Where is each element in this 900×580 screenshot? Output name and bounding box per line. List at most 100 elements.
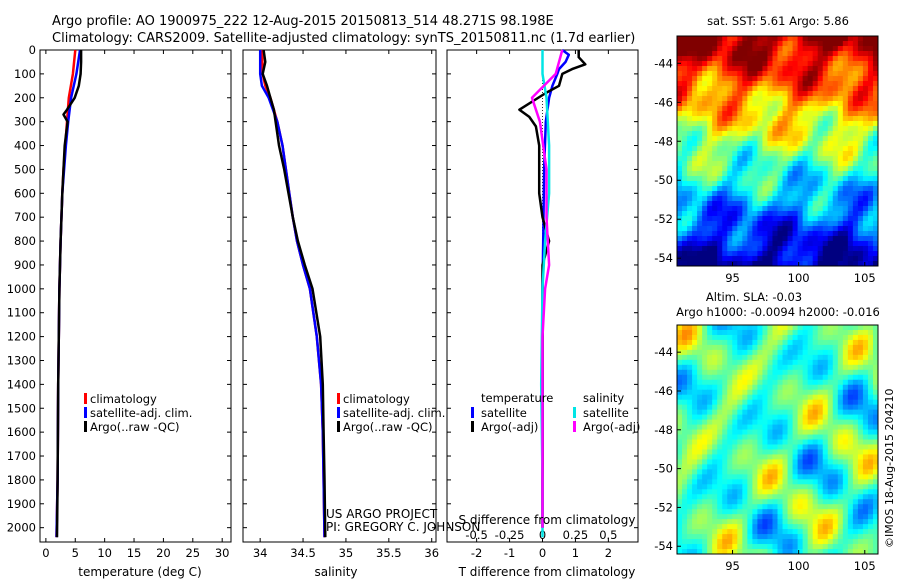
heatmap-cell (697, 479, 703, 485)
heatmap-cell (722, 325, 728, 331)
heatmap-cell (712, 46, 718, 52)
heatmap-cell (842, 66, 849, 72)
heatmap-cell (737, 111, 743, 117)
credit-project: US ARGO PROJECT (326, 507, 438, 521)
heatmap-cell (807, 339, 814, 346)
heatmap-cell (767, 329, 774, 336)
heatmap-cell (802, 101, 809, 107)
heatmap-cell (812, 514, 819, 520)
heatmap-cell (852, 364, 859, 371)
heatmap-cell (702, 424, 708, 431)
heatmap-cell (682, 469, 688, 475)
heatmap-cell (847, 106, 854, 112)
x-tick-label: -1 (504, 546, 515, 560)
heatmap-cell (822, 241, 829, 247)
heatmap-cell (777, 196, 784, 202)
heatmap-cell (747, 399, 753, 406)
heatmap-cell (707, 86, 713, 92)
heatmap-cell (737, 334, 743, 341)
heatmap-cell (857, 191, 864, 197)
t-difference-xlabel: T difference from climatology (458, 565, 636, 579)
heatmap-cell (717, 534, 723, 540)
heatmap-cell (787, 141, 794, 147)
heatmap-cell (762, 529, 769, 535)
heatmap-cell (737, 246, 743, 252)
heatmap-cell (837, 344, 844, 351)
heatmap-cell (867, 146, 874, 152)
heatmap-cell (822, 191, 829, 197)
heatmap-cell (872, 176, 878, 182)
heatmap-cell (787, 539, 794, 545)
heatmap-cell (772, 325, 779, 331)
heatmap-cell (842, 369, 849, 376)
heatmap-cell (772, 369, 779, 376)
heatmap-cell (722, 404, 728, 411)
heatmap-cell (867, 344, 874, 351)
temperature-legend: climatology satellite-adj. clim. Argo(..… (84, 392, 192, 434)
heatmap-cell (857, 359, 864, 366)
heatmap-cell (707, 434, 713, 441)
heatmap-cell (867, 409, 874, 416)
heatmap-cell (837, 434, 844, 441)
heatmap-cell (782, 236, 789, 242)
heatmap-cell (712, 181, 718, 187)
heatmap-cell (777, 344, 784, 351)
heatmap-cell (822, 41, 829, 47)
heatmap-cell (837, 211, 844, 217)
heatmap-cell (712, 231, 718, 237)
heatmap-cell (757, 136, 764, 142)
heatmap-cell (807, 176, 814, 182)
heatmap-cell (747, 91, 753, 97)
heatmap-cell (747, 339, 753, 346)
heatmap-cell (747, 36, 753, 42)
heatmap-cell (782, 181, 789, 187)
heatmap-cell (732, 251, 738, 257)
heatmap-cell (797, 96, 804, 102)
heatmap-cell (797, 404, 804, 411)
heatmap-cell (827, 449, 834, 456)
heatmap-cell (822, 101, 829, 107)
heatmap-cell (757, 444, 764, 451)
heatmap-cell (727, 246, 733, 252)
heatmap-cell (737, 399, 743, 406)
heatmap-cell (862, 474, 869, 480)
heatmap-cell (862, 519, 869, 525)
heatmap-cell (817, 146, 824, 152)
heatmap-cell (852, 141, 859, 147)
heatmap-cell (692, 101, 698, 107)
heatmap-cell (712, 344, 718, 351)
heatmap-cell (772, 141, 779, 147)
heatmap-cell (717, 51, 723, 57)
heatmap-cell (787, 329, 794, 336)
heatmap-cell (707, 454, 713, 461)
heatmap-cell (822, 474, 829, 480)
heatmap-cell (847, 499, 854, 505)
heatmap-cell (727, 489, 733, 495)
heatmap-cell (827, 171, 834, 177)
heatmap-cell (847, 36, 854, 42)
heatmap-cell (777, 236, 784, 242)
heatmap-cell (692, 76, 698, 82)
heatmap-cell (817, 151, 824, 157)
heatmap-cell (732, 131, 738, 137)
heatmap-cell (772, 41, 779, 47)
heatmap-cell (747, 86, 753, 92)
heatmap-cell (802, 519, 809, 525)
heatmap-cell (702, 504, 708, 510)
heatmap-cell (842, 126, 849, 132)
heatmap-cell (752, 439, 759, 446)
heatmap-cell (767, 256, 774, 262)
heatmap-cell (772, 66, 779, 72)
heatmap-cell (847, 101, 854, 107)
heatmap-cell (757, 374, 764, 381)
heatmap-cell (782, 439, 789, 446)
heatmap-cell (837, 101, 844, 107)
heatmap-cell (822, 439, 829, 446)
heatmap-cell (717, 389, 723, 396)
heatmap-cell (682, 339, 688, 346)
heatmap-cell (797, 231, 804, 237)
heatmap-cell (767, 116, 774, 122)
heatmap-cell (787, 41, 794, 47)
heatmap-cell (837, 81, 844, 87)
heatmap-cell (812, 121, 819, 127)
